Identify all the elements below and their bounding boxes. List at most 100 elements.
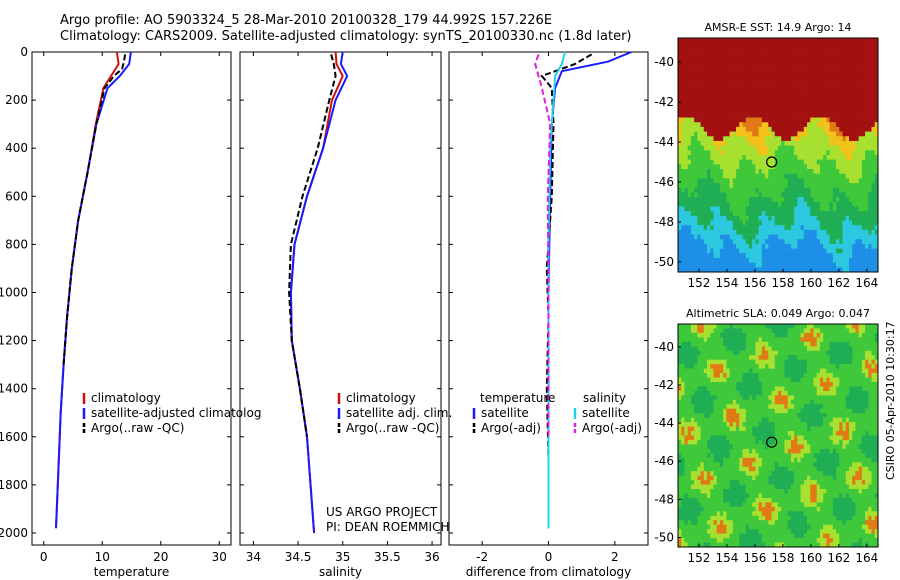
map-cell [816,435,821,441]
map-cell [739,359,743,365]
map-cell [874,42,879,48]
map-cell [839,66,843,72]
map-cell [690,377,695,383]
map-cell [752,122,756,128]
map-cell [819,225,824,231]
map-cell [700,426,705,432]
map-cell [810,192,814,198]
map-cell [736,368,740,374]
map-cell [839,225,843,231]
map-cell [752,52,756,58]
map-cell [719,215,724,221]
map-cell [836,364,840,369]
map-cell [874,61,879,67]
map-cell [716,350,721,356]
map-cell [832,164,837,170]
map-cell [797,337,801,343]
map-cell [787,159,792,165]
map-cell [758,159,763,165]
map-cell [678,84,682,90]
map-cell [848,239,853,245]
map-cell [858,377,863,383]
map-cell [745,422,750,427]
map-cell [726,332,730,338]
map-cell [755,346,759,352]
map-cell [697,136,701,142]
map-cell [778,66,782,72]
map-cell [803,131,808,137]
map-cell [710,408,714,414]
map-cell [778,187,782,193]
map-cell [765,404,769,410]
map-cell [707,346,711,352]
map-cell [842,140,847,146]
map-x-tick-label: 164 [855,276,878,290]
map-cell [697,80,701,86]
map-cell [816,211,821,217]
map-cell [787,80,792,86]
map-cell [700,253,705,259]
map-cell [781,173,785,179]
map-cell [784,373,788,378]
map-cell [761,38,766,43]
map-cell [865,112,869,118]
map-cell [807,112,811,118]
map-cell [781,239,785,245]
map-cell [819,368,824,374]
map-cell [697,117,701,123]
map-cell [697,399,701,405]
map-cell [707,56,711,62]
map-cell [865,70,869,76]
map-cell [678,61,682,67]
map-cell [848,169,853,175]
map-cell [807,243,811,249]
map-cell [707,368,711,374]
map-cell [732,215,737,221]
map-cell [852,426,856,432]
map-cell [852,381,856,387]
map-cell [732,390,737,396]
map-cell [871,178,876,184]
map-cell [800,206,805,212]
map-cell [845,52,850,58]
map-cell [710,444,714,450]
map-cell [752,66,756,72]
map-cell [861,164,866,170]
map-cell [794,169,798,175]
map-cell [697,368,701,374]
map-cell [784,395,788,401]
map-cell [819,413,824,418]
map-cell [797,234,801,240]
map-cell [684,98,688,104]
map-cell [736,47,740,53]
map-cell [836,183,840,189]
map-cell [768,346,772,352]
map-cell [852,197,856,203]
map-cell [694,187,698,193]
map-cell [684,431,688,436]
map-cell [829,66,834,72]
map-cell [813,117,818,123]
map-cell [784,150,788,156]
map-cell [858,178,863,184]
map-cell [848,84,853,90]
map-cell [845,248,850,254]
map-cell [687,417,692,423]
map-cell [710,328,714,334]
map-cell [842,435,847,441]
map-cell [784,324,788,329]
map-cell [855,155,859,160]
map-cell [687,159,692,165]
map-cell [829,368,834,374]
map-cell [678,332,682,338]
map-cell [848,426,853,432]
map-cell [687,395,692,401]
map-cell [778,136,782,142]
map-cell [858,155,863,160]
map-cell [681,229,685,235]
map-y-tick-label: -40 [654,55,674,69]
map-cell [761,253,766,259]
map-cell [742,136,747,142]
map-cell [729,80,734,86]
map-cell [810,66,814,72]
